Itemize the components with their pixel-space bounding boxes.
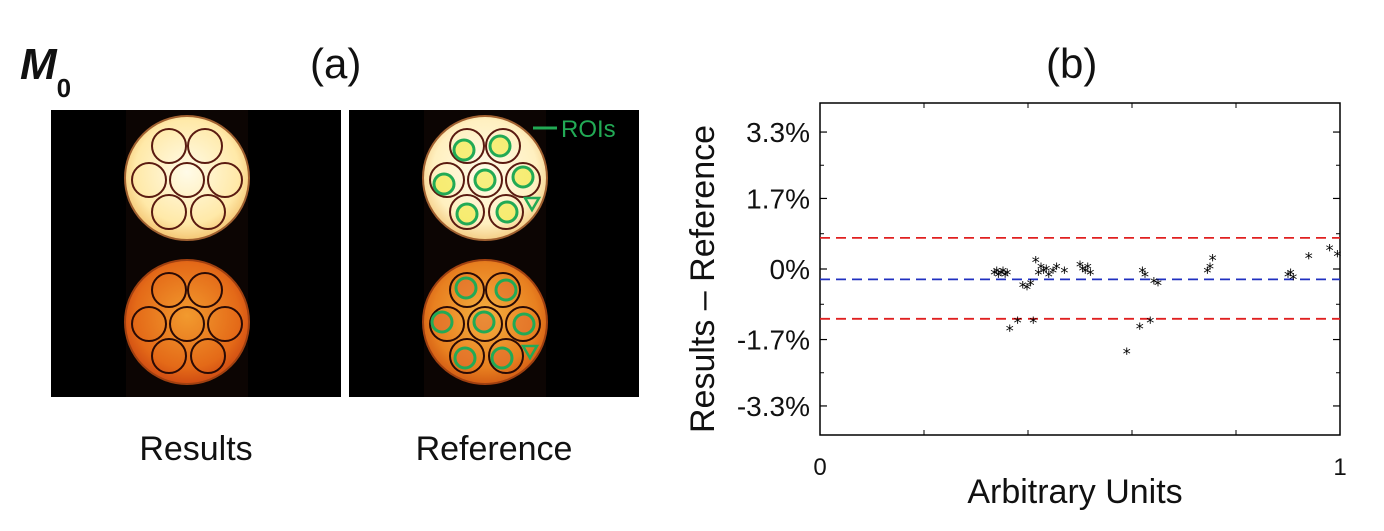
- data-point: *: [1150, 273, 1158, 292]
- x-tick-label: 0: [813, 454, 826, 481]
- y-tick-label: -1.7%: [737, 325, 810, 356]
- data-point: *: [1206, 259, 1214, 278]
- data-point: *: [1042, 261, 1050, 280]
- quantity-label: M0: [20, 40, 72, 103]
- y-tick-label: 0%: [770, 254, 810, 285]
- data-point: *: [1084, 259, 1092, 278]
- y-tick-label: 1.7%: [746, 183, 810, 214]
- data-point: *: [1203, 263, 1211, 282]
- reference-image: ROIs: [349, 110, 639, 397]
- data-point: *: [1141, 267, 1149, 286]
- data-point: *: [1289, 269, 1297, 288]
- data-point: *: [1032, 253, 1040, 272]
- roi-legend-label: ROIs: [561, 116, 616, 143]
- data-point: *: [1076, 257, 1084, 276]
- reference-caption: Reference: [415, 430, 573, 468]
- results-image: [51, 110, 341, 397]
- data-point: *: [1027, 276, 1035, 295]
- data-point: *: [1003, 265, 1011, 284]
- data-point: *: [1305, 249, 1313, 268]
- data-point: *: [1287, 265, 1295, 284]
- data-point: *: [1138, 263, 1146, 282]
- data-point: *: [1019, 278, 1027, 297]
- data-point: *: [1001, 267, 1009, 286]
- data-point: *: [997, 265, 1005, 284]
- data-point: *: [990, 265, 998, 284]
- data-point: *: [1037, 259, 1045, 278]
- data-point: *: [1029, 313, 1037, 332]
- data-point: *: [993, 263, 1001, 282]
- scatter-chart: 3.3%1.7%0%-1.7%-3.3%0 1******** **********…: [684, 102, 1347, 511]
- data-point: *: [1123, 344, 1131, 363]
- data-point: *: [1209, 251, 1217, 270]
- data-point: *: [1079, 261, 1087, 280]
- data-point: *: [994, 267, 1002, 286]
- data-point: *: [1006, 321, 1014, 340]
- data-point: *: [1154, 276, 1162, 295]
- y-tick-label: 3.3%: [746, 117, 810, 148]
- y-tick-label: -3.3%: [737, 391, 810, 422]
- y-axis-label: Results – Reference: [684, 125, 722, 433]
- results-caption: Results: [139, 430, 253, 468]
- data-point: *: [1034, 265, 1042, 284]
- panel-a-label: (a): [310, 40, 362, 87]
- data-point: *: [1023, 280, 1031, 299]
- data-point: *: [1146, 313, 1154, 332]
- x-axis-label: Arbitrary Units: [967, 473, 1182, 511]
- data-point: *: [1053, 259, 1061, 278]
- x-tick-label: 1: [1333, 454, 1346, 481]
- panel-b-label: (b): [1046, 40, 1098, 87]
- data-point: *: [1081, 263, 1089, 282]
- chart-layer: 3.3%1.7%0%-1.7%-3.3%0 1******** **********…: [684, 102, 1347, 511]
- data-point: *: [1333, 246, 1341, 265]
- data-point: *: [1060, 263, 1068, 282]
- data-point: *: [999, 263, 1007, 282]
- data-point: *: [1014, 313, 1022, 332]
- data-point: *: [1136, 319, 1144, 338]
- data-point: *: [1086, 265, 1094, 284]
- quantity-subscript: 0: [56, 72, 72, 103]
- data-point: *: [1284, 267, 1292, 286]
- data-point: *: [1045, 267, 1053, 286]
- data-point: *: [1049, 263, 1057, 282]
- data-point: *: [1326, 240, 1334, 259]
- data-point: *: [1040, 263, 1048, 282]
